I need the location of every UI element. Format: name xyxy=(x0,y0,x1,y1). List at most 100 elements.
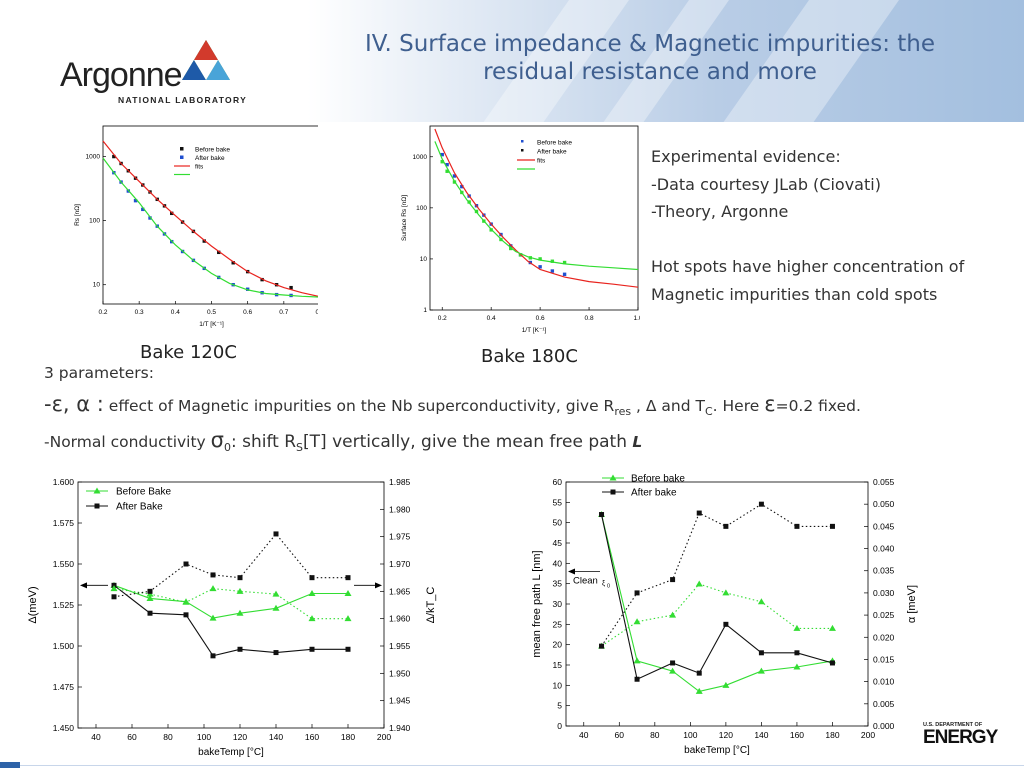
params-text: . Here xyxy=(712,397,765,415)
x-tick-label: 0.6 xyxy=(536,315,545,322)
y-tick-label: 60 xyxy=(553,477,563,487)
data-point xyxy=(272,604,280,611)
data-point xyxy=(273,650,279,656)
x-tick-label: 100 xyxy=(683,730,697,740)
data-point xyxy=(237,646,243,652)
params-eps-alpha: -ε, α : xyxy=(44,392,104,416)
data-point xyxy=(445,162,449,167)
data-point xyxy=(695,580,703,587)
x-tick-label: 200 xyxy=(861,730,875,740)
data-point xyxy=(670,660,676,666)
evidence-line: -Data courtesy JLab (Ciovati) xyxy=(651,174,881,194)
y-axis-label: mean free path L [nm] xyxy=(531,550,543,657)
data-point xyxy=(217,250,221,255)
y-tick-label: 50 xyxy=(553,518,563,528)
x-tick-label: 0.5 xyxy=(207,309,216,316)
clean-arrow-icon xyxy=(568,568,575,575)
x-tick-label: 80 xyxy=(163,732,173,742)
y-tick-label: 1.600 xyxy=(53,477,75,487)
data-point xyxy=(599,512,605,518)
y-tick-label: 0 xyxy=(557,721,562,731)
x-tick-label: 0.8 xyxy=(585,315,594,322)
data-point xyxy=(633,657,641,664)
data-point xyxy=(550,259,555,263)
params-heading: 3 parameters: xyxy=(44,364,154,382)
evidence-line: -Theory, Argonne xyxy=(651,202,789,221)
data-point xyxy=(669,667,677,674)
data-point xyxy=(183,561,189,567)
params-sub: 0 xyxy=(223,441,231,455)
evidence-text: Experimental evidence: -Data courtesy JL… xyxy=(651,143,964,308)
x-tick-label: 0.3 xyxy=(135,309,144,316)
data-point xyxy=(829,523,835,529)
x-tick-label: 100 xyxy=(197,732,211,742)
x-tick-label: 0.8 xyxy=(315,309,318,316)
data-point xyxy=(133,198,138,203)
legend-marker xyxy=(180,147,184,151)
data-point xyxy=(634,590,640,596)
y-tick-label: 1.450 xyxy=(53,723,75,733)
logo-wordmark: Argonne xyxy=(60,56,183,94)
slide-title-line1: IV. Surface impedance & Magnetic impurit… xyxy=(364,31,936,57)
legend-label: Before Bake xyxy=(116,487,171,498)
y-tick-label: 25 xyxy=(553,619,563,629)
y-tick-label: 1000 xyxy=(86,154,101,161)
data-point xyxy=(669,611,677,618)
data-point xyxy=(723,523,729,529)
params-L: L xyxy=(632,433,643,451)
arrow-left-icon xyxy=(80,582,87,589)
doe-energy-text: ENERGY xyxy=(923,727,998,748)
mfp-chart: 40 60 80 100 120 140 160 180 200 0 5 10 15 20 25 30 35 40… xyxy=(531,474,918,757)
data-point xyxy=(562,272,567,276)
data-point xyxy=(722,589,730,596)
data-point xyxy=(110,585,118,592)
logo-subtitle: NATIONAL LABORATORY xyxy=(118,95,248,105)
series-line xyxy=(113,584,348,657)
y-tick-label: 10 xyxy=(420,256,428,263)
x-tick-label: 160 xyxy=(790,730,804,740)
x-tick-label: 120 xyxy=(233,732,247,742)
data-point xyxy=(236,587,244,594)
data-point xyxy=(210,653,216,659)
y-tick-label: 1.575 xyxy=(53,518,75,528)
data-point xyxy=(308,615,316,622)
argonne-logo: Argonne NATIONAL LABORATORY xyxy=(58,36,248,108)
data-point xyxy=(289,285,293,290)
x-tick-label: 0.2 xyxy=(98,309,107,316)
y2-tick-label: 1.985 xyxy=(389,477,411,487)
data-point xyxy=(828,624,836,631)
y2-tick-label: 0.015 xyxy=(873,654,895,664)
rs-180-chart: 0.2 0.4 0.6 0.8 1.0 1 10 100 1000 1/T [K⁻¹] Surfac… xyxy=(401,125,640,334)
data-point xyxy=(345,646,351,652)
data-point xyxy=(452,174,457,178)
fit-line xyxy=(434,141,639,271)
data-point xyxy=(237,575,243,581)
y2-tick-label: 1.940 xyxy=(389,723,411,733)
y-tick-label: 55 xyxy=(553,497,563,507)
series-line xyxy=(600,514,833,680)
y-tick-label: 30 xyxy=(553,599,563,609)
legend-marker xyxy=(93,487,101,494)
x-tick-label: 180 xyxy=(825,730,839,740)
y-axis-label: Surface Rs [nΩ] xyxy=(401,195,408,241)
data-point xyxy=(183,612,189,618)
data-point xyxy=(550,269,555,273)
arrow-right-icon xyxy=(375,582,382,589)
data-point xyxy=(440,160,444,164)
plot-frame xyxy=(77,481,385,729)
legend-label: After Bake xyxy=(116,502,163,513)
y-tick-label: 20 xyxy=(553,640,563,650)
data-point xyxy=(202,239,206,243)
legend-label: fits xyxy=(537,158,546,165)
x-tick-label: 0.4 xyxy=(487,315,496,322)
data-point xyxy=(182,598,190,605)
fit-line xyxy=(434,128,639,288)
data-point xyxy=(829,660,835,666)
series-line xyxy=(113,584,348,619)
params-sub: res xyxy=(614,405,632,419)
y2-tick-label: 0.010 xyxy=(873,677,895,687)
y2-tick-label: 0.055 xyxy=(873,477,895,487)
data-point xyxy=(722,681,730,688)
data-point xyxy=(309,646,315,652)
delta-chart: 40 60 80 100 120 140 160 180 200 1.450 1.475 1.500 1… xyxy=(27,477,437,758)
